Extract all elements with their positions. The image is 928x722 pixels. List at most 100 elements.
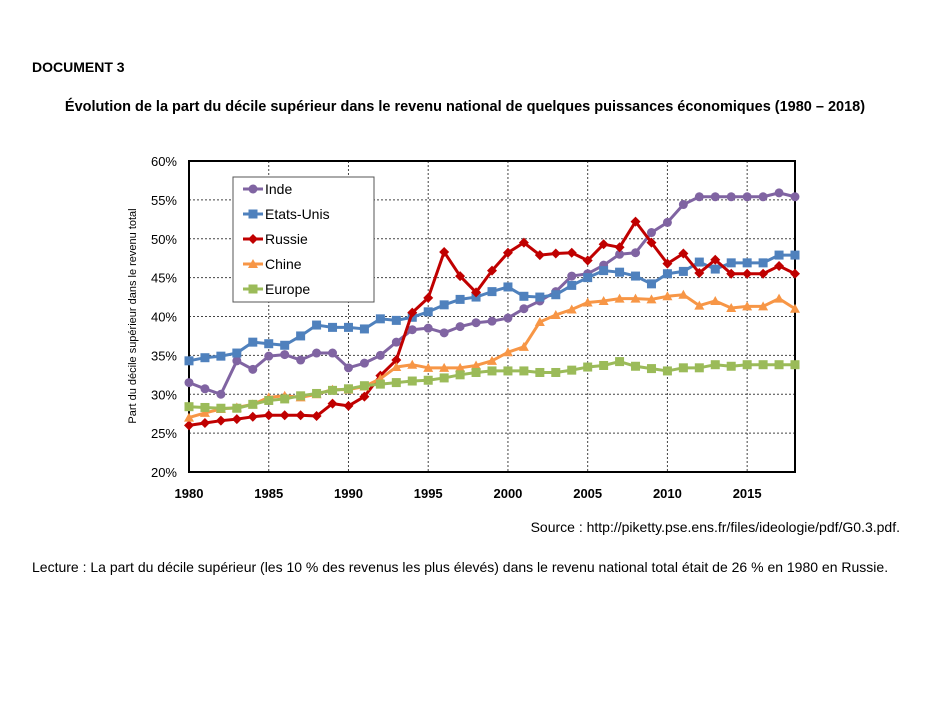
data-point-etats-unis xyxy=(599,266,609,276)
data-point-inde xyxy=(774,188,784,198)
data-point-chine xyxy=(614,293,625,303)
data-point-chine xyxy=(566,304,577,314)
data-point-russie xyxy=(423,292,434,303)
data-point-inde xyxy=(742,192,752,202)
y-tick-label: 55% xyxy=(151,193,177,208)
data-point-inde xyxy=(407,325,417,335)
data-point-inde xyxy=(487,316,497,326)
x-tick-label: 1980 xyxy=(175,486,204,501)
data-point-europe xyxy=(375,379,385,389)
data-point-russie xyxy=(215,415,226,426)
y-tick-label: 40% xyxy=(151,310,177,325)
x-tick-label: 2005 xyxy=(573,486,602,501)
data-point-inde xyxy=(790,192,800,202)
x-tick-label: 2000 xyxy=(493,486,522,501)
y-axis-label: Part du décile supérieur dans le revenu … xyxy=(127,208,139,423)
y-tick-label: 25% xyxy=(151,426,177,441)
legend-item-europe: Europe xyxy=(243,281,310,297)
series-europe xyxy=(184,357,800,413)
data-point-inde xyxy=(631,248,641,258)
data-point-etats-unis xyxy=(519,291,529,301)
data-point-inde xyxy=(710,192,720,202)
data-point-europe xyxy=(391,378,401,388)
data-point-russie xyxy=(550,248,561,259)
data-point-chine xyxy=(742,301,753,311)
data-point-etats-unis xyxy=(726,258,736,268)
data-point-europe xyxy=(503,366,513,376)
legend-marker-icon xyxy=(248,284,258,294)
data-point-chine xyxy=(662,291,673,301)
data-point-europe xyxy=(471,367,481,377)
legend: Inde Etats-Unis Russie Chine Europe xyxy=(232,176,375,303)
data-point-etats-unis xyxy=(710,264,720,274)
data-point-etats-unis xyxy=(487,287,497,297)
data-point-europe xyxy=(200,402,210,412)
data-point-europe xyxy=(423,375,433,385)
data-point-chine xyxy=(502,347,513,357)
data-point-etats-unis xyxy=(774,250,784,260)
data-point-inde xyxy=(343,363,353,373)
legend-item-inde: Inde xyxy=(243,181,292,197)
data-point-etats-unis xyxy=(248,337,258,347)
data-point-russie xyxy=(487,265,497,276)
data-point-russie xyxy=(502,247,513,258)
data-point-russie xyxy=(694,267,705,278)
data-point-inde xyxy=(646,228,656,238)
data-point-etats-unis xyxy=(328,322,338,332)
data-point-etats-unis xyxy=(567,280,577,290)
data-point-europe xyxy=(264,395,274,405)
data-point-inde xyxy=(455,322,465,332)
data-point-russie xyxy=(646,237,657,248)
legend-item-russie: Russie xyxy=(243,231,308,247)
data-point-etats-unis xyxy=(359,324,369,334)
data-point-europe xyxy=(583,362,593,372)
data-point-europe xyxy=(790,360,800,370)
data-point-chine xyxy=(407,359,418,369)
data-point-chine xyxy=(391,362,402,372)
data-point-russie xyxy=(359,391,370,402)
data-point-europe xyxy=(519,366,529,376)
data-point-russie xyxy=(614,242,625,253)
legend-marker-icon xyxy=(248,184,258,194)
data-point-europe xyxy=(184,402,194,412)
x-tick-label: 2015 xyxy=(733,486,762,501)
data-point-inde xyxy=(503,313,513,323)
y-tick-label: 60% xyxy=(151,154,177,169)
data-point-russie xyxy=(566,247,577,258)
x-tick-label: 2010 xyxy=(653,486,682,501)
data-point-etats-unis xyxy=(535,292,545,302)
data-point-europe xyxy=(280,394,290,404)
data-point-inde xyxy=(264,351,274,361)
data-point-chine xyxy=(471,360,482,370)
x-axis-ticks: 1980 1985 1990 1995 2000 2005 2010 2015 xyxy=(175,486,762,501)
legend-label: Chine xyxy=(265,256,302,272)
data-point-etats-unis xyxy=(296,331,306,341)
data-point-etats-unis xyxy=(423,307,433,317)
data-point-etats-unis xyxy=(503,282,513,292)
data-point-chine xyxy=(534,316,545,326)
data-point-europe xyxy=(710,360,720,370)
data-point-etats-unis xyxy=(200,353,210,363)
data-point-inde xyxy=(216,389,226,399)
data-point-inde xyxy=(328,348,338,358)
data-point-europe xyxy=(455,370,465,380)
data-point-europe xyxy=(662,366,672,376)
x-tick-label: 1995 xyxy=(414,486,443,501)
data-point-etats-unis xyxy=(455,294,465,304)
data-point-inde xyxy=(615,249,625,259)
data-point-chine xyxy=(518,341,529,351)
data-point-etats-unis xyxy=(742,258,752,268)
data-point-russie xyxy=(311,411,322,422)
data-point-chine xyxy=(774,293,785,303)
legend-label: Europe xyxy=(265,281,310,297)
data-point-russie xyxy=(263,410,274,421)
data-point-russie xyxy=(742,268,753,279)
data-point-etats-unis xyxy=(790,250,800,260)
data-point-etats-unis xyxy=(678,266,688,276)
data-point-russie xyxy=(327,398,338,409)
data-point-russie xyxy=(710,254,721,265)
data-point-etats-unis xyxy=(758,258,768,268)
data-point-europe xyxy=(535,367,545,377)
data-point-inde xyxy=(519,304,529,314)
data-point-inde xyxy=(312,348,322,358)
